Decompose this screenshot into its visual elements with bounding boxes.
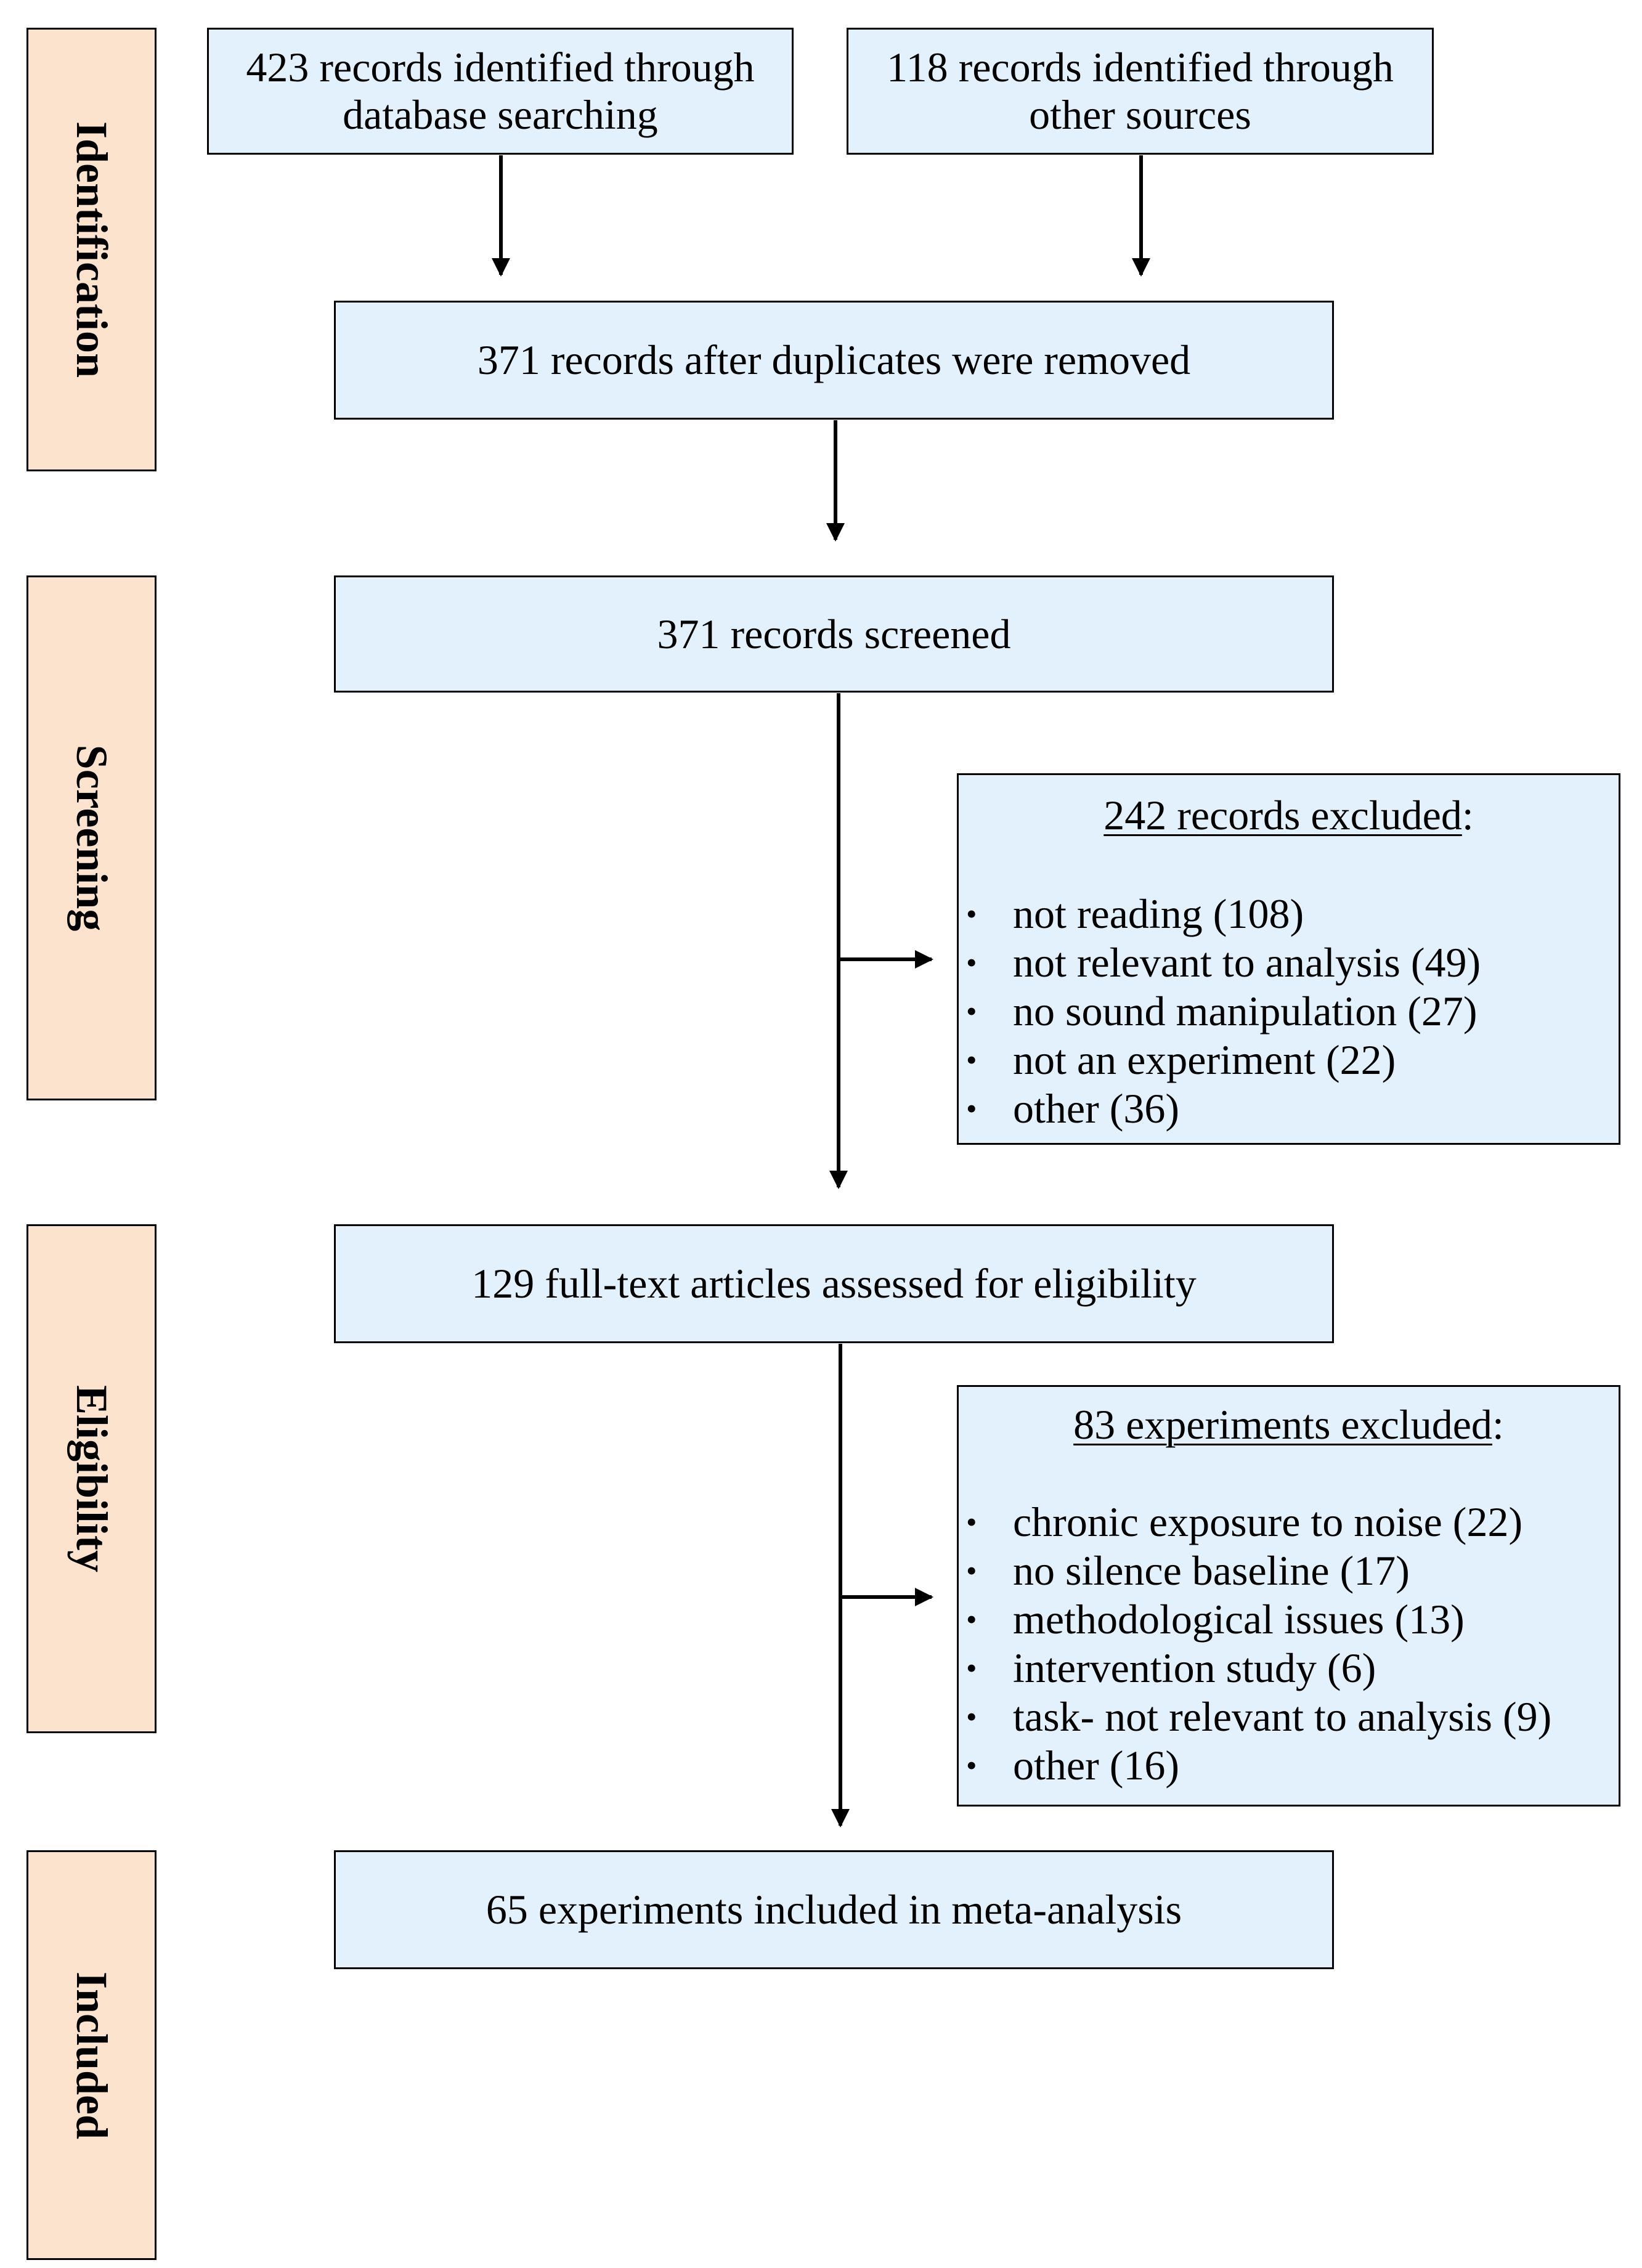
database-search-box: 423 records identified through database … [207, 28, 794, 155]
other-sources-line-1: 118 records identified through [887, 44, 1394, 91]
eligibility-exclusions-list: chronic exposure to noise (22) no silenc… [959, 1498, 1619, 1790]
list-item: no silence baseline (17) [959, 1547, 1619, 1595]
list-item: not relevant to analysis (49) [959, 938, 1619, 987]
list-item: not an experiment (22) [959, 1036, 1619, 1084]
database-search-line-2: database searching [343, 91, 658, 138]
stage-eligibility: Eligibility [26, 1224, 156, 1733]
after-duplicates-box: 371 records after duplicates were remove… [334, 301, 1334, 420]
eligibility-exclusions-title: 83 experiments excluded: [959, 1400, 1619, 1449]
screening-exclusions-list: not reading (108) not relevant to analys… [959, 890, 1619, 1133]
screening-exclusions-title: 242 records excluded: [959, 791, 1619, 840]
list-item: task- not relevant to analysis (9) [959, 1693, 1619, 1741]
after-duplicates-text: 371 records after duplicates were remove… [477, 336, 1191, 384]
included-box: 65 experiments included in meta-analysis [334, 1850, 1334, 1969]
list-item: no sound manipulation (27) [959, 987, 1619, 1036]
stage-screening: Screening [26, 575, 156, 1100]
full-text-text: 129 full-text articles assessed for elig… [471, 1260, 1197, 1307]
full-text-box: 129 full-text articles assessed for elig… [334, 1224, 1334, 1343]
records-screened-text: 371 records screened [657, 610, 1011, 657]
database-search-line-1: 423 records identified through [246, 44, 755, 91]
stage-identification: Identification [26, 28, 156, 471]
list-item: methodological issues (13) [959, 1595, 1619, 1644]
list-item: chronic exposure to noise (22) [959, 1498, 1619, 1547]
other-sources-box: 118 records identified through other sou… [847, 28, 1434, 155]
screening-exclusions-title-text: 242 records excluded [1103, 792, 1462, 839]
eligibility-exclusions-title-text: 83 experiments excluded [1073, 1401, 1492, 1448]
list-item: not reading (108) [959, 890, 1619, 938]
included-text: 65 experiments included in meta-analysis [486, 1886, 1182, 1933]
screening-exclusions-title-suffix: : [1461, 792, 1474, 839]
eligibility-exclusions-title-suffix: : [1492, 1401, 1504, 1448]
list-item: intervention study (6) [959, 1644, 1619, 1693]
screening-exclusions-box: 242 records excluded: not reading (108) … [957, 773, 1620, 1145]
eligibility-exclusions-box: 83 experiments excluded: chronic exposur… [957, 1385, 1620, 1807]
stage-included: Included [26, 1850, 156, 2260]
other-sources-line-2: other sources [1029, 91, 1251, 138]
list-item: other (16) [959, 1741, 1619, 1790]
list-item: other (36) [959, 1084, 1619, 1133]
records-screened-box: 371 records screened [334, 575, 1334, 693]
